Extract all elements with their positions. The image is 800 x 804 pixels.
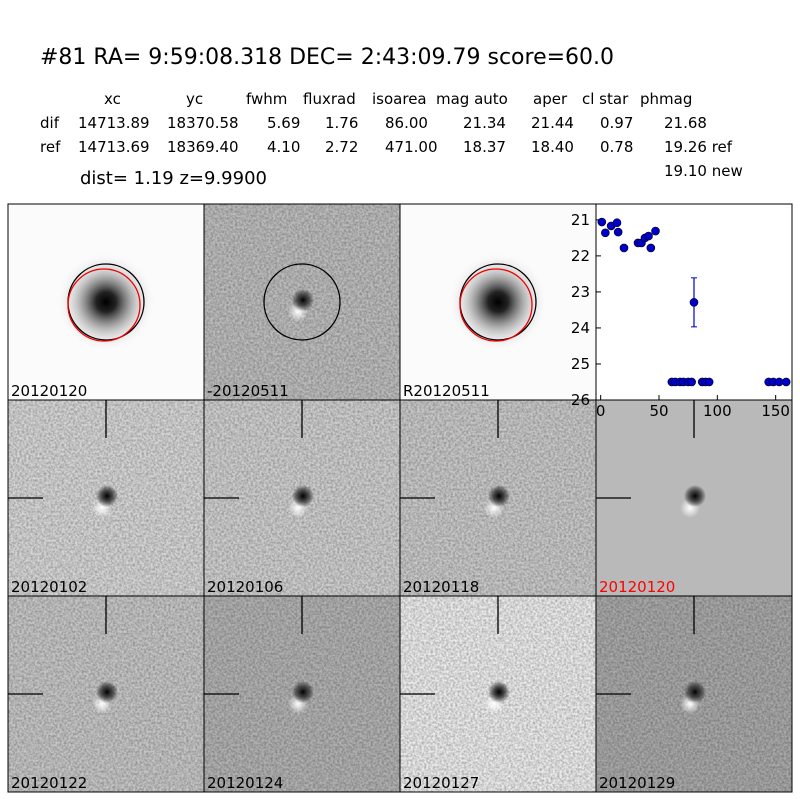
table-cell: 21.34 [463,114,506,132]
dist: dist= 1.19 z=9.9900 [80,168,267,189]
point [612,218,622,228]
table-cell: 0.97 [600,114,633,132]
image-panel: 20120120 [595,399,793,597]
table-cell: 18369.40 [167,138,239,156]
panel-label: 20120129 [599,774,675,792]
image-panel: 20120122 [7,595,205,793]
source [448,252,548,352]
source [96,681,118,703]
image-panel: 20120124 [203,595,401,793]
point [689,298,699,307]
table-cell: ref [40,138,61,156]
point [687,377,696,387]
point [601,228,610,238]
source [684,681,706,703]
panel-label: 20120124 [207,774,283,792]
panel-label: 20120118 [403,578,479,596]
point [597,217,607,227]
panel-label: 20120127 [403,774,479,792]
image-panel: 20120127 [399,595,597,793]
panel-frame [595,595,793,793]
source [56,252,156,352]
y-tick-label: 25 [571,355,590,373]
table-cell: 18.40 [531,138,574,156]
table-cell: 21.68 [664,114,707,132]
panel-label: -20120511 [207,382,289,400]
image-panel: 20120129 [595,595,793,793]
table-cell: 86.00 [385,114,428,132]
column-header: yc [186,90,203,108]
extra: 19.10 new [664,162,743,180]
point [651,226,660,236]
panel-label: 20120102 [11,578,87,596]
point [619,243,629,253]
table-cell: 18.37 [463,138,506,156]
y-tick-label: 24 [571,319,590,337]
table-cell: 14713.89 [78,114,150,132]
panel-label: 20120122 [11,774,87,792]
table-cell: 471.00 [385,138,438,156]
table-cell: 21.44 [531,114,574,132]
x-tick-label: 100 [703,402,732,420]
source [488,485,510,507]
image-panel: -20120511 [203,203,401,401]
image-panel: 20120102 [7,399,205,597]
image-panel: 20120106 [203,399,401,597]
y-tick-label: 23 [571,283,590,301]
table-cell: dif [40,114,60,132]
panel-label: 20120120 [11,382,87,400]
point [704,377,714,387]
point [644,231,653,241]
column-header: aper [533,90,568,108]
table-cell: 19.26 ref [664,138,733,156]
table-cell: 0.78 [600,138,633,156]
y-tick-label: 26 [571,391,590,409]
point [646,243,656,253]
ref-aperture [67,268,141,342]
image-panel: R20120511 [399,203,597,401]
ref-aperture [459,268,533,342]
source [292,681,314,703]
table-cell: 2.72 [325,138,358,156]
table-cell: 5.69 [267,114,300,132]
point [781,377,791,387]
column-header: isoarea [372,90,427,108]
y-tick-label: 21 [571,211,590,229]
y-tick-label: 22 [571,247,590,265]
table-cell: 1.76 [325,114,358,132]
source [488,681,510,703]
column-header: mag auto [436,90,508,108]
source [292,289,314,311]
source [684,485,706,507]
column-header: phmag [640,90,692,108]
x-tick-label: 0 [596,402,606,420]
x-tick-label: 150 [761,402,790,420]
aperture [263,263,341,341]
table-cell: 18370.58 [167,114,239,132]
source [292,485,314,507]
image-panel: 20120120 [7,203,205,401]
x-tick-label: 50 [649,402,668,420]
table-cell: 4.10 [267,138,300,156]
column-header: fluxrad [303,90,356,108]
point [613,227,623,237]
column-header: cl star [582,90,629,108]
column-header: fwhm [246,90,287,108]
panel-label: 20120120 [599,578,675,596]
column-header: xc [104,90,121,108]
image-panel: 20120118 [399,399,597,597]
source [96,485,118,507]
table-cell: 14713.69 [78,138,150,156]
panel-label: R20120511 [403,382,490,400]
panel-label: 20120106 [207,578,283,596]
title: #81 RA= 9:59:08.318 DEC= 2:43:09.79 scor… [40,45,614,70]
